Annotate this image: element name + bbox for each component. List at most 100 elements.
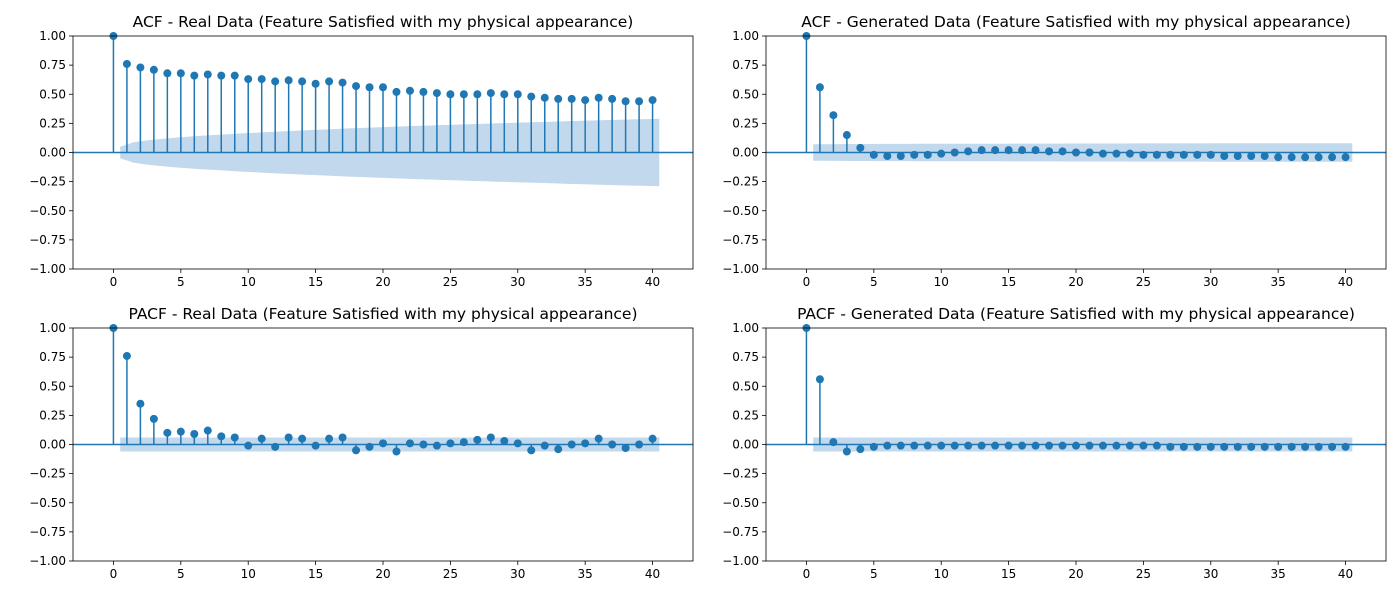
pacf-generated-marker-lag-21	[1085, 441, 1094, 450]
acf-real-marker-lag-28	[486, 89, 495, 98]
pacf-real-marker-lag-5	[176, 427, 185, 436]
pacf-generated-xtick-label: 25	[1136, 567, 1151, 581]
pacf-real-marker-lag-17	[338, 433, 347, 442]
pacf-real-xtick-label: 10	[241, 567, 256, 581]
pacf-real-marker-lag-31	[527, 446, 536, 455]
acf-generated-marker-lag-19	[1058, 147, 1067, 156]
pacf-generated-marker-lag-6	[883, 441, 892, 450]
acf-real-xtick-label: 35	[578, 275, 593, 289]
acf-real-ytick-label: −0.25	[29, 175, 66, 189]
pacf-real-marker-lag-22	[405, 439, 414, 448]
acf-generated-marker-lag-31	[1220, 151, 1229, 160]
acf-generated-xtick-label: 30	[1203, 275, 1218, 289]
acf-real-marker-lag-10	[244, 75, 253, 84]
acf-real-marker-lag-1	[122, 59, 131, 68]
pacf-generated-marker-lag-30	[1206, 442, 1215, 451]
pacf-real-marker-lag-7	[203, 426, 212, 435]
pacf-generated-marker-lag-11	[950, 441, 959, 450]
pacf-real-ytick-label: 1.00	[39, 321, 66, 335]
pacf-generated-ytick-label: 0.25	[732, 408, 759, 422]
pacf-generated-marker-lag-28	[1179, 442, 1188, 451]
acf-real-marker-lag-7	[203, 70, 212, 79]
pacf-real-marker-lag-16	[325, 434, 334, 443]
acf-generated-xtick-label: 0	[803, 275, 811, 289]
pacf-real-marker-lag-10	[244, 441, 253, 450]
pacf-real-marker-lag-23	[419, 440, 428, 449]
pacf-generated-marker-lag-3	[842, 447, 851, 456]
acf-generated-ytick-label: 0.50	[732, 87, 759, 101]
acf-generated-xtick-label: 40	[1338, 275, 1353, 289]
acf-real-marker-lag-19	[365, 83, 374, 92]
pacf-real-marker-lag-27	[473, 435, 482, 444]
acf-generated-marker-lag-23	[1112, 149, 1121, 158]
acf-generated-marker-lag-2	[829, 111, 838, 120]
pacf-real-marker-lag-3	[149, 414, 158, 423]
pacf-generated-marker-lag-7	[896, 441, 905, 450]
acf-real-xtick-label: 30	[510, 275, 525, 289]
pacf-real-marker-lag-1	[122, 351, 131, 360]
acf-generated-title: ACF - Generated Data (Feature Satisfied …	[801, 13, 1351, 31]
acf-generated-marker-lag-1	[815, 83, 824, 92]
pacf-generated-marker-lag-38	[1314, 442, 1323, 451]
pacf-generated-title: PACF - Generated Data (Feature Satisfied…	[797, 305, 1355, 323]
acf-real-marker-lag-3	[149, 65, 158, 74]
acf-real-panel: 0 5 10 15 20 25 30 35 40 −1.00 −0.75 −0.50 −0.25 0.00…	[29, 13, 694, 289]
acf-real-ytick-label: 0.00	[39, 146, 66, 160]
acf-real-marker-lag-27	[473, 90, 482, 99]
acf-generated-xtick-label: 10	[934, 275, 949, 289]
pacf-real-marker-lag-20	[379, 439, 387, 448]
pacf-generated-marker-lag-23	[1112, 441, 1121, 450]
acf-generated-marker-lag-13	[977, 146, 986, 155]
acf-real-marker-lag-26	[459, 90, 468, 99]
acf-real-marker-lag-40	[648, 96, 657, 105]
pacf-real-marker-lag-33	[554, 445, 563, 454]
pacf-generated-marker-lag-31	[1220, 442, 1229, 451]
acf-generated-marker-lag-33	[1247, 151, 1256, 160]
pacf-generated-xtick-label: 40	[1338, 567, 1353, 581]
pacf-real-marker-lag-29	[500, 437, 509, 446]
acf-real-ytick-label: −1.00	[29, 262, 66, 276]
pacf-generated-ytick-label: 0.00	[732, 438, 759, 452]
pacf-real-marker-lag-34	[567, 440, 576, 449]
acf-generated-marker-lag-7	[896, 151, 905, 160]
acf-generated-marker-lag-36	[1287, 153, 1296, 162]
acf-real-marker-lag-18	[352, 82, 361, 91]
acf-real-title: ACF - Real Data (Feature Satisfied with …	[133, 13, 634, 31]
subplot-grid: 0 5 10 15 20 25 30 35 40 −1.00 −0.75 −0.50 −0.25 0.00…	[29, 13, 1387, 581]
pacf-real-marker-lag-32	[540, 441, 549, 450]
pacf-generated-ytick-label: 1.00	[732, 321, 759, 335]
acf-generated-marker-lag-28	[1179, 150, 1188, 159]
pacf-real-marker-lag-21	[392, 447, 401, 456]
pacf-real-xtick-label: 35	[578, 567, 593, 581]
acf-real-marker-lag-4	[163, 69, 172, 78]
pacf-generated-marker-lag-39	[1328, 442, 1337, 451]
acf-generated-marker-lag-20	[1072, 148, 1080, 157]
pacf-real-ytick-label: 0.50	[39, 379, 66, 393]
pacf-real-marker-lag-13	[284, 433, 293, 442]
pacf-generated-xtick-label: 15	[1001, 567, 1016, 581]
pacf-generated-marker-lag-17	[1031, 441, 1040, 450]
pacf-real-marker-lag-40	[648, 434, 657, 443]
pacf-generated-ytick-label: −0.50	[722, 496, 759, 510]
pacf-real-ytick-label: 0.25	[39, 408, 66, 422]
pacf-generated-panel: 0 5 10 15 20 25 30 35 40 −1.00 −0.75 −0.50 −0.25 0.00…	[722, 305, 1387, 581]
acf-real-marker-lag-16	[325, 77, 334, 86]
pacf-generated-marker-lag-29	[1193, 442, 1202, 451]
pacf-real-marker-lag-25	[446, 439, 455, 448]
pacf-generated-marker-lag-37	[1301, 442, 1310, 451]
pacf-real-marker-lag-38	[621, 443, 630, 452]
acf-generated-xtick-label: 20	[1068, 275, 1083, 289]
pacf-real-marker-lag-6	[190, 430, 199, 439]
acf-real-marker-lag-29	[500, 90, 509, 99]
acf-real-marker-lag-15	[311, 79, 320, 88]
acf-generated-xtick-label: 5	[870, 275, 878, 289]
acf-real-xtick-label: 40	[645, 275, 660, 289]
pacf-real-marker-lag-9	[230, 433, 239, 442]
acf-generated-marker-lag-21	[1085, 148, 1094, 157]
pacf-real-marker-lag-39	[635, 440, 644, 449]
acf-real-marker-lag-38	[621, 97, 630, 106]
pacf-generated-xtick-label: 5	[870, 567, 878, 581]
acf-real-marker-lag-2	[136, 63, 145, 72]
pacf-generated-marker-lag-19	[1058, 441, 1067, 450]
acf-generated-marker-lag-26	[1152, 150, 1161, 159]
